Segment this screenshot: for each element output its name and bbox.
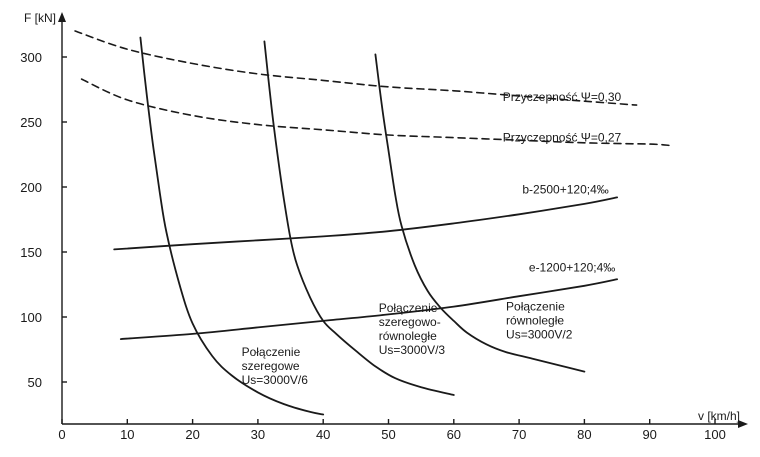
- y-tick-label: 50: [28, 375, 42, 390]
- x-tick-label: 90: [642, 427, 656, 442]
- annotation-label: b-2500+120;4‰: [522, 183, 608, 197]
- x-tick-label: 0: [58, 427, 65, 442]
- y-tick-label: 250: [20, 115, 42, 130]
- series-line-przyczepno-0-27: [80, 78, 671, 147]
- annotation-line: Przyczepność Ψ=0,30: [503, 90, 622, 104]
- x-tick-label: 100: [704, 427, 726, 442]
- annotation-label: Połączenie szeregowo-równoległe Us=3000V/3: [379, 301, 446, 357]
- x-tick-label: 50: [381, 427, 395, 442]
- annotation-label: e-1200+120;4‰: [529, 261, 615, 275]
- annotation-line: Połączenie: [379, 301, 438, 315]
- series-line-po-czenie-szeregowe-us-3000v-6: [139, 36, 325, 416]
- y-axis-label: F [kN]: [24, 11, 56, 25]
- annotation-line: szeregowo-: [379, 315, 441, 329]
- y-tick-label: 200: [20, 180, 42, 195]
- x-tick-label: 70: [512, 427, 526, 442]
- annotation-line: b-2500+120;4‰: [522, 183, 608, 197]
- x-tick-label: 80: [577, 427, 591, 442]
- x-tick-label: 40: [316, 427, 330, 442]
- series-line-po-czenie-r-wnoleg-e-us-3000v-2: [374, 53, 586, 373]
- y-tick-label: 100: [20, 310, 42, 325]
- x-tick-label: 60: [447, 427, 461, 442]
- annotation-line: równoległe: [379, 329, 437, 343]
- annotation-line: Połączenie: [506, 300, 565, 314]
- series-group: [74, 30, 671, 416]
- annotation-label: Przyczepność Ψ=0,27: [503, 131, 622, 145]
- x-axis-label: v [km/h]: [698, 409, 740, 423]
- series-line-b-2500-120-4: [113, 196, 618, 251]
- annotation-label: Przyczepność Ψ=0,30: [503, 90, 622, 104]
- x-tick-label: 20: [185, 427, 199, 442]
- x-tick-label: 10: [120, 427, 134, 442]
- x-tick-label: 30: [251, 427, 265, 442]
- y-axis-arrow: [58, 12, 66, 22]
- annotation-label: Połączenie szeregowe Us=3000V/6: [242, 345, 309, 387]
- annotation-line: Przyczepność Ψ=0,27: [503, 131, 622, 145]
- x-ticks: 0 10 20 30 40 50 60 70 80 90 100: [58, 419, 726, 442]
- annotation-line: e-1200+120;4‰: [529, 261, 615, 275]
- axes: 0 10 20 30 40 50 60 70 80 90 100 50 100 150 200 250 300…: [20, 11, 748, 442]
- annotations-group: Przyczepność Ψ=0,30 Przyczepność Ψ=0,27 b-…: [242, 90, 622, 387]
- y-tick-label: 300: [20, 50, 42, 65]
- annotation-line: Us=3000V/6: [242, 373, 309, 387]
- annotation-label: Połączenie równoległe Us=3000V/2: [506, 300, 573, 342]
- y-ticks: 50 100 150 200 250 300: [20, 50, 67, 390]
- annotation-line: Us=3000V/3: [379, 343, 446, 357]
- annotation-line: Połączenie: [242, 345, 301, 359]
- series-line-e-1200-120-4: [119, 278, 618, 340]
- x-axis-arrow: [738, 420, 748, 428]
- series-line-po-czenie-szeregowo-r-wnoleg-e-us-3000v-3: [263, 40, 455, 396]
- annotation-line: równoległe: [506, 314, 564, 328]
- y-tick-label: 150: [20, 245, 42, 260]
- annotation-line: szeregowe: [242, 359, 300, 373]
- annotation-line: Us=3000V/2: [506, 328, 573, 342]
